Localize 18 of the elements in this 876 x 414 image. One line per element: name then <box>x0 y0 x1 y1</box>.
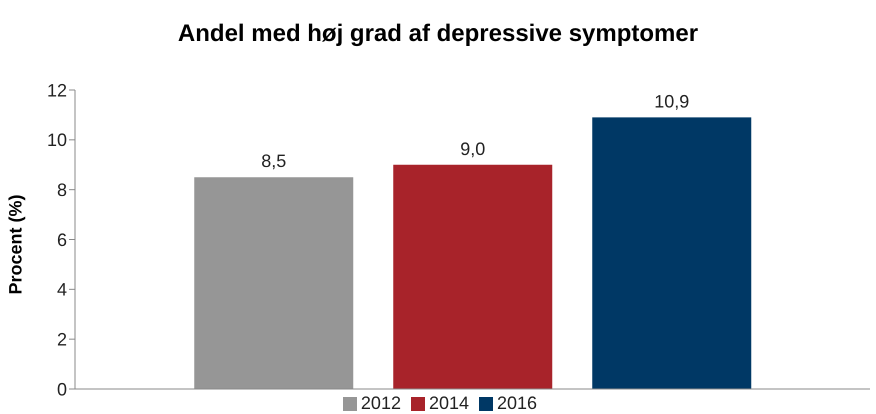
y-tick-label: 6 <box>56 230 67 250</box>
bar <box>592 117 752 389</box>
y-tick-label: 2 <box>56 330 67 350</box>
data-label: 9,0 <box>460 138 486 159</box>
y-axis-title: Procent (%) <box>5 194 26 294</box>
legend-label: 2012 <box>360 393 401 413</box>
chart-title: Andel med høj grad af depressive symptomer <box>176 20 700 49</box>
y-tick-label: 4 <box>56 280 67 300</box>
y-tick-label: 8 <box>56 180 67 200</box>
y-tick-label: 0 <box>56 379 67 400</box>
legend-label: 2014 <box>428 393 470 413</box>
data-label: 10,9 <box>654 91 690 112</box>
y-tick-label: 10 <box>46 130 67 150</box>
bar <box>194 177 354 389</box>
bar <box>393 164 552 389</box>
legend-label: 2016 <box>497 393 538 413</box>
y-tick-label: 12 <box>46 80 67 100</box>
data-label: 8,5 <box>261 151 286 172</box>
